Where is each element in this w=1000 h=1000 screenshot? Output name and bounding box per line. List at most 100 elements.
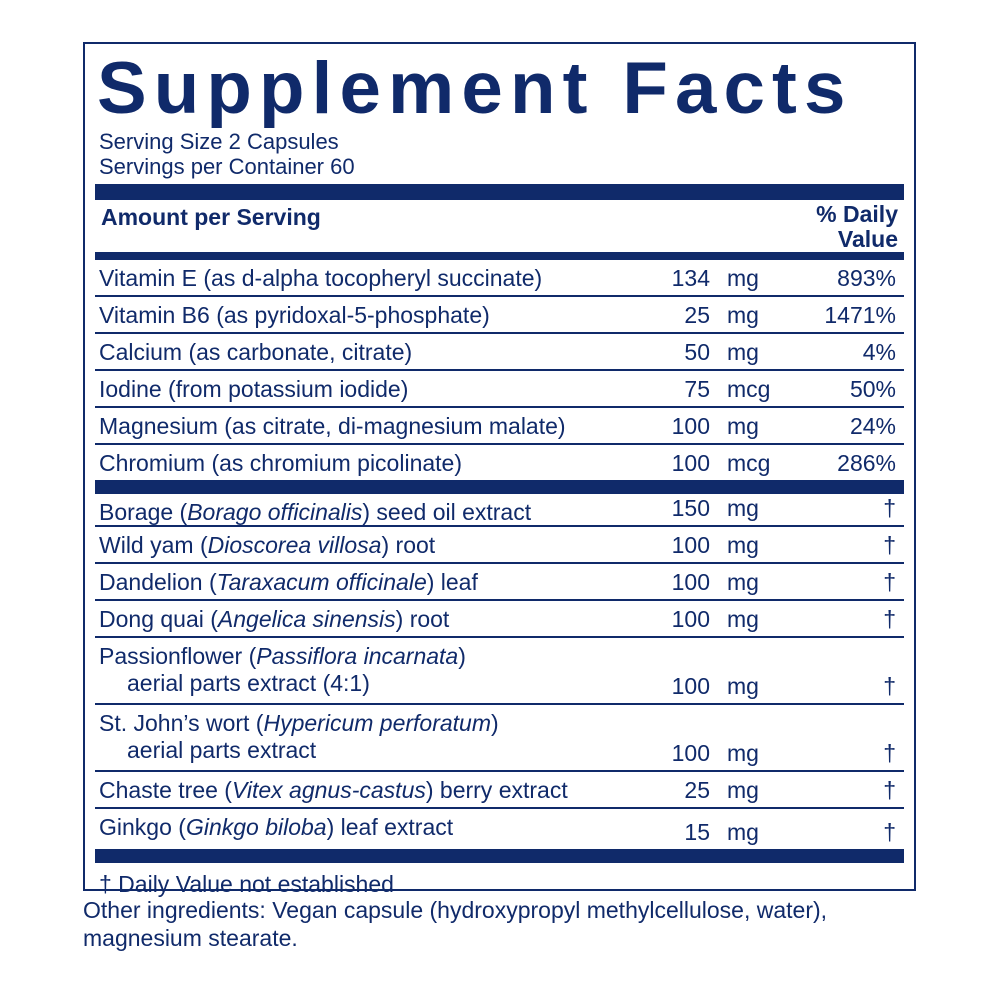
nutrient-list: Vitamin E (as d-alpha tocopheryl succina… xyxy=(95,260,904,480)
nutrient-daily-value: 286% xyxy=(837,450,896,476)
nutrient-daily-value: 1471% xyxy=(824,302,896,328)
botanical-amount: 15 xyxy=(684,819,710,845)
botanical-latin-name: Ginkgo biloba xyxy=(185,814,327,840)
daily-value-line2: Value xyxy=(837,226,898,252)
botanical-common-name: St. John’s wort ( xyxy=(99,710,264,736)
botanical-amount: 100 xyxy=(671,740,710,766)
botanical-common-name: Ginkgo ( xyxy=(99,814,186,840)
dagger-daily-value: † xyxy=(883,495,896,521)
botanical-row: Ginkgo (Ginkgo biloba) leaf extract 15 mg † xyxy=(95,809,904,849)
nutrient-amount: 100 xyxy=(671,450,710,476)
botanical-part: ) root xyxy=(381,532,436,558)
daily-value-label: % Daily Value xyxy=(816,202,898,252)
dagger-daily-value: † xyxy=(883,673,896,699)
nutrient-amount: 50 xyxy=(684,339,710,365)
botanical-name: Dandelion (Taraxacum officinale) leaf xyxy=(99,569,478,596)
dagger-daily-value: † xyxy=(883,532,896,558)
botanical-amount: 100 xyxy=(671,673,710,699)
nutrient-row: Vitamin B6 (as pyridoxal-5-phosphate) 25 m… xyxy=(95,297,904,334)
botanical-unit: mg xyxy=(727,673,759,699)
botanical-latin-name: Angelica sinensis xyxy=(217,606,396,632)
nutrient-name: Vitamin B6 (as pyridoxal-5-phosphate) xyxy=(99,302,490,328)
botanical-unit: mg xyxy=(727,495,759,521)
botanical-unit: mg xyxy=(727,777,759,803)
nutrient-unit: mg xyxy=(727,413,759,439)
botanical-part: ) xyxy=(458,643,466,669)
nutrient-unit: mcg xyxy=(727,450,771,476)
supplement-facts-panel: Supplement Facts Serving Size 2 Capsules… xyxy=(83,42,916,897)
nutrient-row: Magnesium (as citrate, di-magnesium mala… xyxy=(95,408,904,445)
botanical-row: Borage (Borago officinalis) seed oil ext… xyxy=(95,494,904,527)
botanical-common-name: Wild yam ( xyxy=(99,532,208,558)
dagger-daily-value: † xyxy=(883,569,896,595)
botanical-latin-name: Borago officinalis xyxy=(187,499,363,525)
servings-per-container: Servings per Container 60 xyxy=(99,154,355,179)
divider-bottom xyxy=(95,849,904,863)
botanical-part: ) berry extract xyxy=(425,777,568,803)
botanical-amount: 150 xyxy=(671,495,710,521)
botanical-row: St. John’s wort (Hypericum perforatum) ae… xyxy=(95,705,904,772)
botanical-part: ) leaf xyxy=(426,569,478,595)
nutrient-daily-value: 24% xyxy=(849,413,896,439)
botanical-name: Borage (Borago officinalis) seed oil ext… xyxy=(99,499,531,526)
nutrient-daily-value: 4% xyxy=(862,339,896,365)
botanical-latin-name: Passiflora incarnata xyxy=(256,643,459,669)
botanical-name: Ginkgo (Ginkgo biloba) leaf extract xyxy=(99,814,453,841)
botanical-latin-name: Hypericum perforatum xyxy=(263,710,492,736)
botanical-row: Wild yam (Dioscorea villosa) root 100 mg † xyxy=(95,527,904,564)
dagger-daily-value: † xyxy=(883,740,896,766)
botanical-part: ) xyxy=(491,710,499,736)
divider-thin xyxy=(95,252,904,260)
botanical-name: Wild yam (Dioscorea villosa) root xyxy=(99,532,435,559)
dagger-daily-value: † xyxy=(883,777,896,803)
botanical-amount: 100 xyxy=(671,532,710,558)
botanical-name: St. John’s wort (Hypericum perforatum) ae… xyxy=(99,710,499,764)
nutrient-row: Chromium (as chromium picolinate) 100 mcg 2… xyxy=(95,445,904,480)
serving-size: Serving Size 2 Capsules xyxy=(99,129,339,154)
botanical-amount: 100 xyxy=(671,606,710,632)
botanical-row: Chaste tree (Vitex agnus-castus) berry e… xyxy=(95,772,904,809)
botanical-part-line2: aerial parts extract (4:1) xyxy=(127,670,370,696)
footnote: † Daily Value not established xyxy=(99,871,394,897)
botanical-common-name: Chaste tree ( xyxy=(99,777,232,803)
botanical-unit: mg xyxy=(727,819,759,845)
botanical-unit: mg xyxy=(727,532,759,558)
botanical-unit: mg xyxy=(727,569,759,595)
nutrient-name: Magnesium (as citrate, di-magnesium mala… xyxy=(99,413,566,439)
botanical-list: Borage (Borago officinalis) seed oil ext… xyxy=(95,494,904,849)
botanical-common-name: Borage ( xyxy=(99,499,188,525)
nutrient-amount: 134 xyxy=(671,265,710,291)
botanical-latin-name: Dioscorea villosa xyxy=(207,532,382,558)
divider-thick xyxy=(95,184,904,200)
botanical-part: ) leaf extract xyxy=(326,814,454,840)
nutrient-name: Iodine (from potassium iodide) xyxy=(99,376,409,402)
botanical-latin-name: Taraxacum officinale xyxy=(216,569,427,595)
botanical-unit: mg xyxy=(727,740,759,766)
dagger-daily-value: † xyxy=(883,819,896,845)
nutrient-daily-value: 893% xyxy=(837,265,896,291)
daily-value-line1: % Daily xyxy=(816,201,898,227)
nutrient-unit: mg xyxy=(727,265,759,291)
botanical-name: Dong quai (Angelica sinensis) root xyxy=(99,606,449,633)
botanical-part-line2: aerial parts extract xyxy=(127,737,317,763)
nutrient-name: Calcium (as carbonate, citrate) xyxy=(99,339,413,365)
botanical-common-name: Dong quai ( xyxy=(99,606,218,632)
botanical-row: Passionflower (Passiflora incarnata) aeri… xyxy=(95,638,904,705)
botanical-unit: mg xyxy=(727,606,759,632)
nutrient-unit: mg xyxy=(727,302,759,328)
column-header: Amount per Serving % Daily Value xyxy=(95,200,904,252)
botanical-name: Passionflower (Passiflora incarnata) aeri… xyxy=(99,643,466,697)
botanical-common-name: Passionflower ( xyxy=(99,643,257,669)
nutrient-amount: 75 xyxy=(684,376,710,402)
nutrient-row: Iodine (from potassium iodide) 75 mcg 50% xyxy=(95,371,904,408)
nutrient-name: Vitamin E (as d-alpha tocopheryl succina… xyxy=(99,265,543,291)
nutrient-amount: 25 xyxy=(684,302,710,328)
botanical-common-name: Dandelion ( xyxy=(99,569,217,595)
divider-mid xyxy=(95,480,904,494)
dagger-daily-value: † xyxy=(883,606,896,632)
nutrient-row: Calcium (as carbonate, citrate) 50 mg 4% xyxy=(95,334,904,371)
botanical-part: ) root xyxy=(395,606,450,632)
amount-per-serving-label: Amount per Serving xyxy=(101,204,321,230)
botanical-amount: 25 xyxy=(684,777,710,803)
nutrient-unit: mg xyxy=(727,339,759,365)
